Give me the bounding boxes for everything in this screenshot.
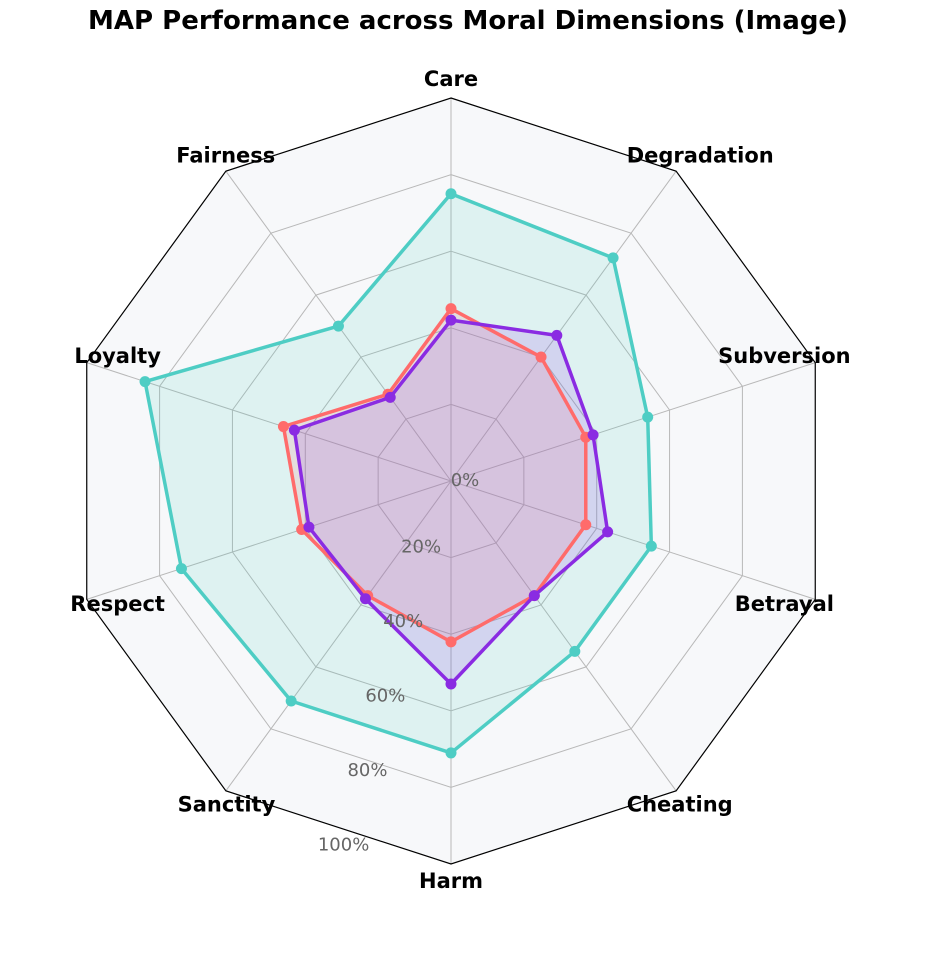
series-area	[294, 320, 608, 684]
category-label: Loyalty	[74, 344, 161, 368]
series-area	[145, 193, 652, 753]
category-label: Betrayal	[735, 592, 834, 616]
data-point	[645, 540, 657, 552]
data-point	[528, 590, 540, 602]
radial-tick-label: 100%	[318, 834, 369, 855]
data-point	[642, 411, 654, 423]
category-label: Fairness	[176, 144, 275, 168]
category-label: Cheating	[627, 792, 733, 816]
grid-spoke	[225, 480, 452, 792]
data-point	[445, 303, 457, 315]
data-point	[602, 526, 614, 538]
radial-tick-label: 60%	[365, 685, 405, 706]
category-label: Care	[424, 67, 478, 91]
grid-spoke	[450, 362, 816, 482]
category-label: Harm	[419, 869, 483, 893]
data-point	[139, 376, 151, 388]
category-label: Respect	[70, 592, 165, 616]
chart-title: MAP Performance across Moral Dimensions …	[88, 6, 848, 36]
data-point	[445, 678, 457, 690]
data-point	[580, 519, 592, 531]
radial-tick-label: 80%	[347, 760, 387, 781]
data-point	[535, 351, 547, 363]
data-point	[607, 252, 619, 264]
data-point	[384, 391, 396, 403]
series-area	[283, 308, 586, 642]
data-point	[445, 188, 457, 200]
data-point	[445, 747, 457, 759]
data-point	[587, 429, 599, 441]
category-label: Degradation	[627, 144, 774, 168]
data-point	[332, 320, 344, 332]
data-point	[359, 593, 371, 605]
radial-tick-label: 0%	[451, 470, 480, 491]
data-point	[288, 424, 300, 436]
category-label: Sanctity	[178, 792, 276, 816]
data-point	[175, 563, 187, 575]
outer-frame	[86, 97, 816, 865]
grid-spoke	[450, 170, 677, 482]
data-point	[569, 645, 581, 657]
radial-tick-label: 20%	[401, 536, 441, 557]
radial-tick-label: 40%	[383, 611, 423, 632]
data-point	[285, 695, 297, 707]
grid-spoke	[86, 480, 452, 600]
data-point	[445, 314, 457, 326]
data-point	[277, 421, 289, 433]
data-point	[445, 636, 457, 648]
grid-spoke	[450, 480, 816, 600]
category-label: Subversion	[718, 344, 850, 368]
data-point	[303, 521, 315, 533]
grid-spoke	[450, 480, 677, 792]
data-point	[551, 329, 563, 341]
